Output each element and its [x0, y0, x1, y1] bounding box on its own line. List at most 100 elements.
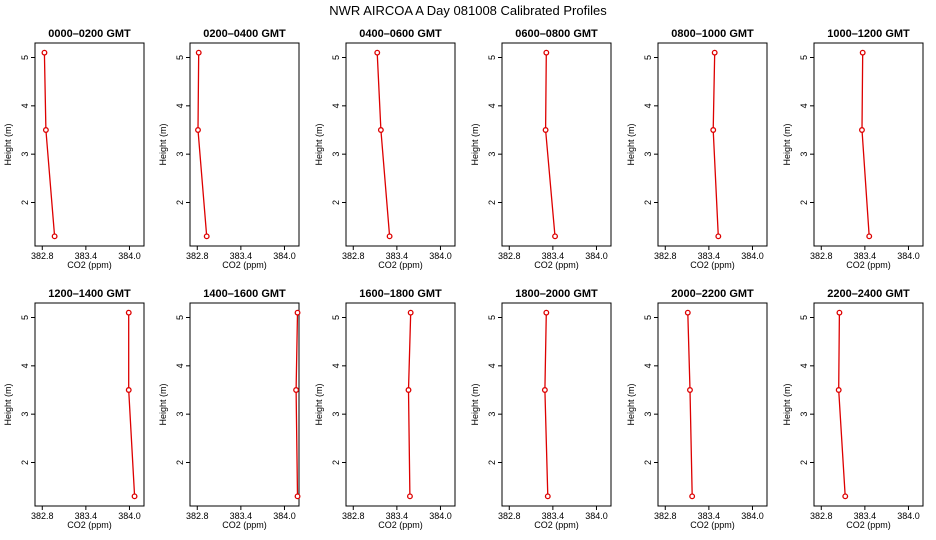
- y-axis-label: Height (m): [470, 123, 480, 165]
- data-point: [866, 233, 873, 240]
- data-point: [541, 387, 548, 393]
- profile-line: [376, 52, 391, 237]
- data-point: [835, 387, 842, 393]
- profile-line: [544, 312, 549, 497]
- x-tick-label: 384.0: [118, 251, 141, 261]
- y-tick-label: 3: [20, 412, 30, 417]
- panel-grid: 0000–0200 GMT 382.8 383.4 384.0 2 3 4 5 CO2 (ppm…: [3, 28, 924, 530]
- y-tick-label: 4: [799, 103, 809, 108]
- y-axis-label: Height (m): [3, 383, 13, 425]
- plot-frame: [657, 42, 768, 247]
- plot-frame: [501, 42, 612, 247]
- x-tick-label: 384.0: [585, 511, 608, 521]
- x-tick-label: 382.8: [342, 251, 365, 261]
- plot-frame: [34, 302, 145, 507]
- panel-title: 1800–2000 GMT: [515, 288, 598, 300]
- x-axis-label: CO2 (ppm): [846, 520, 891, 530]
- plot-frame: [189, 42, 300, 247]
- data-point: [543, 49, 550, 56]
- profile-panel: 0600–0800 GMT 382.8 383.4 384.0 2 3 4 5 CO2 (ppm…: [470, 28, 612, 270]
- data-point: [294, 493, 301, 500]
- profile-panel: 1400–1600 GMT 382.8 383.4 384.0 2 3 4 5 CO2 (ppm…: [158, 288, 301, 530]
- panel-title: 0200–0400 GMT: [203, 28, 286, 40]
- x-tick-label: 384.0: [897, 251, 920, 261]
- x-tick-label: 383.4: [542, 251, 565, 261]
- x-tick-label: 382.8: [654, 511, 677, 521]
- x-tick-label: 383.4: [698, 511, 721, 521]
- panel-title: 1400–1600 GMT: [203, 288, 286, 300]
- plot-frame: [189, 302, 300, 507]
- x-tick-label: 384.0: [585, 251, 608, 261]
- x-axis-label: CO2 (ppm): [534, 260, 579, 270]
- profile-panel: 0800–1000 GMT 382.8 383.4 384.0 2 3 4 5 CO2 (ppm…: [626, 28, 768, 270]
- y-axis-label: Height (m): [782, 123, 792, 165]
- data-point: [543, 309, 550, 316]
- data-point: [859, 49, 866, 56]
- data-point: [406, 493, 413, 500]
- x-tick-label: 382.8: [498, 251, 521, 261]
- x-tick-label: 384.0: [429, 511, 452, 521]
- x-tick-label: 384.0: [118, 511, 141, 521]
- panel-title: 2200–2400 GMT: [827, 288, 910, 300]
- data-point: [51, 233, 58, 240]
- profile-panel: 1800–2000 GMT 382.8 383.4 384.0 2 3 4 5 CO2 (ppm…: [470, 288, 612, 530]
- plot-frame: [813, 42, 924, 247]
- y-tick-label: 2: [799, 200, 809, 205]
- profile-panel: 0400–0600 GMT 382.8 383.4 384.0 2 3 4 5 CO2 (ppm…: [314, 28, 456, 270]
- data-point: [689, 493, 696, 500]
- profile-line: [197, 52, 208, 237]
- x-axis-label: CO2 (ppm): [534, 520, 579, 530]
- x-axis-label: CO2 (ppm): [690, 520, 735, 530]
- data-point: [125, 387, 132, 393]
- y-tick-label: 4: [20, 103, 30, 108]
- x-tick-label: 382.8: [31, 511, 54, 521]
- y-tick-label: 4: [487, 363, 497, 368]
- profile-line: [295, 312, 299, 497]
- y-tick-label: 2: [20, 460, 30, 465]
- panel-title: 0800–1000 GMT: [671, 28, 754, 40]
- profile-panel: 1000–1200 GMT 382.8 383.4 384.0 2 3 4 5 CO2 (ppm…: [782, 28, 924, 270]
- data-point: [710, 127, 717, 133]
- profile-panel: 2000–2200 GMT 382.8 383.4 384.0 2 3 4 5 CO2 (ppm…: [626, 288, 768, 530]
- x-tick-label: 383.4: [386, 251, 409, 261]
- data-point: [42, 127, 49, 133]
- data-point: [294, 309, 301, 316]
- data-point: [407, 309, 414, 316]
- profile-line: [712, 52, 719, 237]
- x-axis-label: CO2 (ppm): [67, 520, 112, 530]
- y-tick-label: 5: [175, 315, 185, 320]
- panel-title: 0600–0800 GMT: [515, 28, 598, 40]
- data-point: [131, 493, 138, 500]
- y-tick-label: 5: [175, 55, 185, 60]
- y-tick-label: 3: [175, 152, 185, 157]
- y-tick-label: 2: [799, 460, 809, 465]
- x-tick-label: 382.8: [498, 511, 521, 521]
- y-tick-label: 5: [643, 55, 653, 60]
- data-point: [552, 233, 558, 240]
- y-tick-label: 4: [175, 363, 185, 368]
- y-tick-label: 3: [799, 412, 809, 417]
- profile-line: [687, 312, 693, 497]
- data-point: [374, 49, 381, 56]
- x-axis-label: CO2 (ppm): [67, 260, 112, 270]
- x-tick-label: 382.8: [810, 511, 833, 521]
- y-tick-label: 3: [331, 412, 341, 417]
- profile-line: [407, 312, 412, 497]
- figure-title: NWR AIRCOA A Day 081008 Calibrated Profi…: [329, 3, 607, 18]
- y-tick-label: 3: [331, 152, 341, 157]
- plot-frame: [345, 302, 456, 507]
- profile-panel: 0000–0200 GMT 382.8 383.4 384.0 2 3 4 5 CO2 (ppm…: [3, 28, 145, 270]
- y-tick-label: 4: [487, 103, 497, 108]
- profile-line: [43, 52, 56, 237]
- x-tick-label: 384.0: [897, 511, 920, 521]
- data-point: [836, 309, 843, 316]
- y-axis-label: Height (m): [158, 123, 168, 165]
- data-point: [684, 309, 691, 316]
- y-tick-label: 3: [799, 152, 809, 157]
- y-tick-label: 4: [20, 363, 30, 368]
- data-point: [386, 233, 393, 240]
- profile-panel: 0200–0400 GMT 382.8 383.4 384.0 2 3 4 5 CO2 (ppm…: [158, 28, 300, 270]
- panel-title: 1200–1400 GMT: [48, 288, 131, 300]
- x-tick-label: 382.8: [186, 251, 209, 261]
